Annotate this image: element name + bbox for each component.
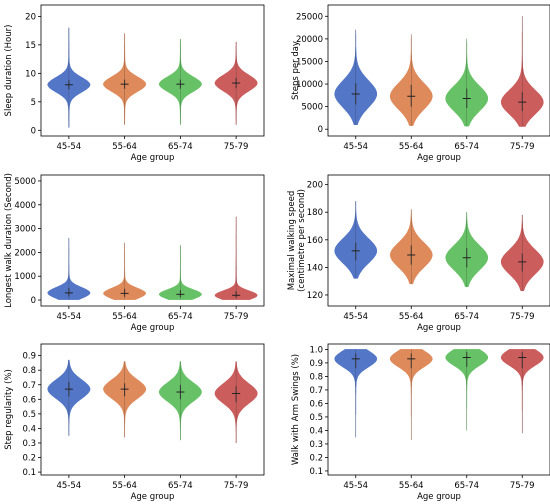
y-tick-label: 0.4 [309, 426, 323, 436]
x-axis-title: Age group [131, 323, 175, 333]
x-tick-label: 75-79 [510, 312, 535, 322]
y-tick-label: 0.2 [309, 453, 323, 463]
y-tick-label: 15 [25, 41, 36, 51]
y-tick-label: 0.3 [22, 439, 36, 449]
y-tick-label: 0.8 [22, 366, 36, 376]
y-tick-label: 0.9 [309, 359, 323, 369]
x-tick-label: 65-74 [454, 312, 479, 322]
y-tick-label: 0.8 [309, 372, 323, 382]
y-tick-label: 140 [307, 263, 323, 273]
x-tick-label: 65-74 [168, 312, 193, 322]
y-tick-label: 0 [31, 296, 36, 306]
x-tick-label: 45-54 [343, 481, 368, 491]
x-tick-label: 45-54 [57, 142, 82, 152]
y-tick-label: 5 [31, 98, 36, 108]
y-tick-label: 0.6 [22, 395, 36, 405]
plot-frame [327, 174, 550, 307]
violin-panel: 0 5 10 15 20 45-54 55-64 65-74 75-79 Age group Sle… [4, 4, 265, 163]
y-tick-label: 20 [25, 12, 36, 22]
violin-panel: 0.1 0.2 0.3 0.4 0.5 0.6 0.7 0.8 0.9 1.0 45-54 55-64… [291, 343, 550, 502]
y-axis-title: Walk with Arm Swings (%) [291, 354, 301, 465]
x-axis-title: Age group [417, 492, 461, 502]
x-tick-label: 65-74 [168, 481, 193, 491]
y-tick-label: 5000 [14, 177, 36, 187]
x-axis-title: Age group [131, 492, 175, 502]
x-tick-label: 55-64 [399, 142, 424, 152]
plot-frame [327, 343, 550, 476]
plot-frame [40, 4, 265, 137]
x-tick-label: 55-64 [112, 142, 137, 152]
x-axis-title: Age group [417, 323, 461, 333]
x-tick-label: 75-79 [224, 312, 249, 322]
violin-panel: 0 1000 2000 3000 4000 5000 45-54 55-64 65-74 75-7… [4, 173, 265, 333]
y-tick-label: 0.7 [309, 386, 323, 396]
y-axis-title: Sleep duration (Hour) [4, 25, 14, 117]
y-tick-label: 0.2 [22, 454, 36, 464]
y-tick-label: 160 [307, 236, 323, 246]
x-tick-label: 45-54 [343, 142, 368, 152]
y-axis-title: Maximal walking speed(centimetre per sec… [287, 189, 307, 292]
y-tick-label: 180 [307, 208, 323, 218]
violin-panel: 0 5000 10000 15000 20000 25000 45-54 55-64 65-74… [291, 4, 550, 163]
y-tick-label: 120 [307, 291, 323, 301]
y-tick-label: 20000 [296, 35, 323, 45]
x-tick-label: 75-79 [510, 142, 535, 152]
x-tick-label: 65-74 [454, 142, 479, 152]
y-tick-label: 0 [31, 126, 36, 136]
x-tick-label: 55-64 [112, 312, 137, 322]
plot-frame [40, 343, 265, 476]
x-tick-label: 55-64 [112, 481, 137, 491]
plot-frame [40, 174, 265, 307]
y-tick-label: 0.1 [22, 468, 36, 478]
y-tick-label: 0.1 [309, 467, 323, 477]
x-tick-label: 55-64 [399, 481, 424, 491]
y-tick-label: 15000 [296, 57, 323, 67]
y-tick-label: 25000 [296, 12, 323, 22]
y-tick-label: 1000 [14, 272, 36, 282]
y-tick-label: 0.7 [22, 381, 36, 391]
x-tick-label: 45-54 [57, 312, 82, 322]
violin-panel: 120 140 160 180 200 45-54 55-64 65-74 75-79 Age g… [287, 174, 550, 333]
x-tick-label: 75-79 [224, 142, 249, 152]
y-tick-label: 0.5 [309, 413, 323, 423]
y-tick-label: 1.0 [309, 345, 323, 355]
violin-panel: 0.1 0.2 0.3 0.4 0.5 0.6 0.7 0.8 0.9 45-54 55-64 65-… [4, 343, 265, 502]
x-tick-label: 65-74 [454, 481, 479, 491]
y-axis-title: Steps per day [291, 41, 301, 100]
y-axis-title: Step regularity (%) [4, 369, 14, 450]
x-tick-label: 75-79 [510, 481, 535, 491]
x-tick-label: 45-54 [343, 312, 368, 322]
y-tick-label: 0.5 [22, 410, 36, 420]
y-tick-label: 0 [318, 125, 323, 135]
x-axis-title: Age group [131, 153, 175, 163]
y-tick-label: 200 [307, 181, 323, 191]
y-tick-label: 10000 [296, 80, 323, 90]
y-tick-label: 3000 [14, 225, 36, 235]
plot-frame [327, 4, 550, 137]
y-axis-title: Longest walk duration (Second) [4, 173, 14, 308]
y-tick-label: 0.3 [309, 440, 323, 450]
x-tick-label: 55-64 [399, 312, 424, 322]
x-tick-label: 65-74 [168, 142, 193, 152]
y-tick-label: 0.6 [309, 399, 323, 409]
y-tick-label: 5000 [301, 103, 323, 113]
y-tick-label: 0.9 [22, 352, 36, 362]
x-tick-label: 45-54 [57, 481, 82, 491]
y-tick-label: 4000 [14, 201, 36, 211]
y-tick-label: 2000 [14, 248, 36, 258]
x-axis-title: Age group [417, 153, 461, 163]
x-tick-label: 75-79 [224, 481, 249, 491]
y-tick-label: 0.4 [22, 424, 36, 434]
y-tick-label: 10 [25, 69, 36, 79]
